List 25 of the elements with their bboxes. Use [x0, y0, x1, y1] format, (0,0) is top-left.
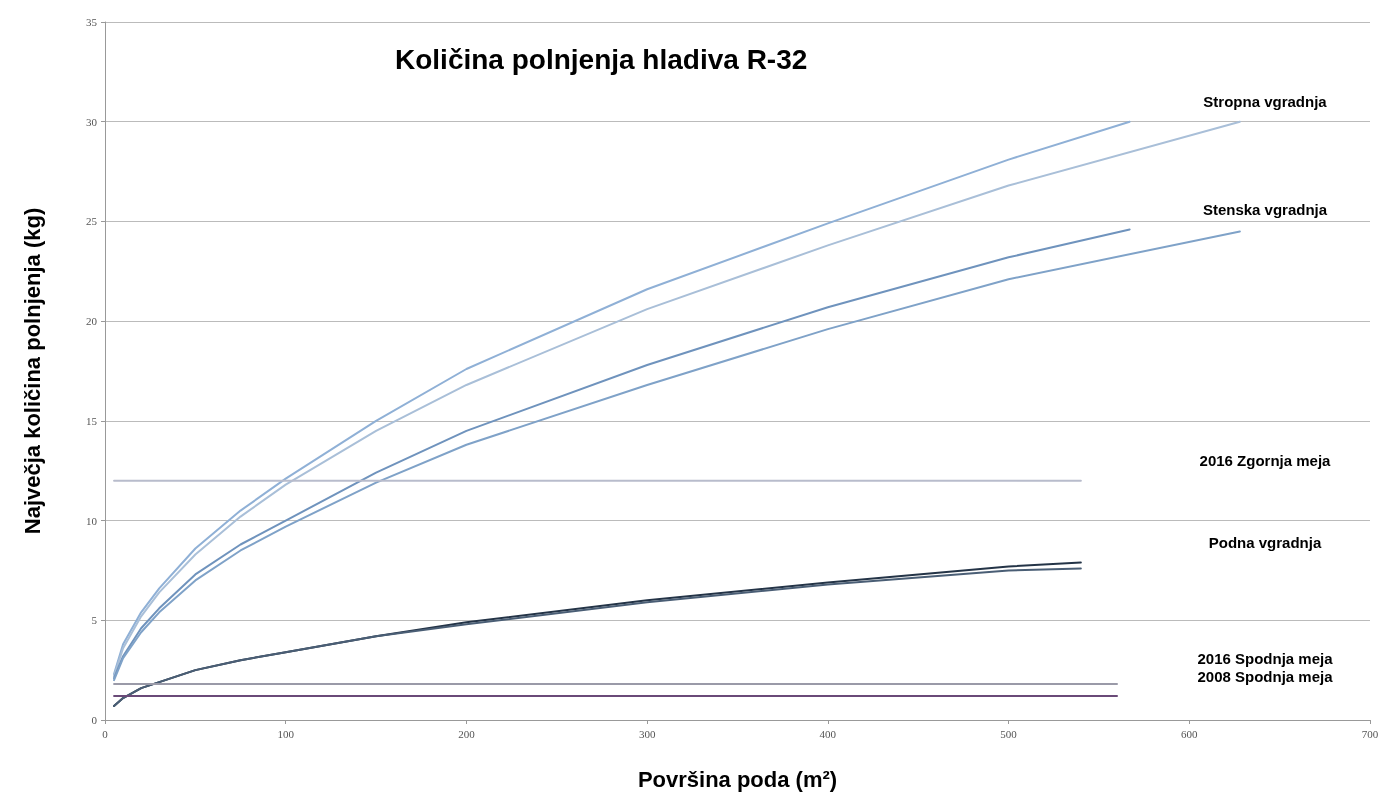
y-tick-label: 0: [91, 714, 98, 726]
x-tick-label: 300: [638, 727, 656, 740]
text: 2016 Zgornja meja: [1199, 452, 1332, 470]
text: 2016 Spodnja meja: [1197, 649, 1334, 667]
x-tick-label: 0: [102, 727, 109, 740]
text: Podna vgradnja: [1208, 533, 1322, 551]
x-tick-label: 200: [458, 727, 476, 740]
y-tick-label: 30: [86, 115, 98, 128]
text: 2008 Spodnja meja: [1197, 667, 1334, 685]
x-tick-label: 100: [277, 727, 295, 740]
text: Količina polnjenja hladiva R-32: [395, 43, 808, 75]
y-tick-label: 15: [86, 414, 98, 427]
y-tick-label: 35: [86, 16, 98, 28]
x-tick-label: 500: [1000, 727, 1018, 740]
y-tick-label: 20: [86, 315, 98, 328]
x-tick-label: 400: [819, 727, 837, 740]
text: Stropna vgradnja: [1203, 93, 1328, 111]
y-tick-label: 10: [86, 514, 98, 527]
x-tick-label: 600: [1181, 727, 1199, 740]
x-tick-label: 700: [1361, 727, 1379, 740]
y-tick-label: 25: [86, 215, 98, 228]
x-axis-title: Površina poda (m²): [637, 766, 838, 792]
y-tick-label: 5: [91, 614, 98, 627]
text: Stenska vgradnja: [1202, 200, 1328, 218]
y-axis-title: Največja količina polnjenja (kg): [19, 207, 45, 535]
